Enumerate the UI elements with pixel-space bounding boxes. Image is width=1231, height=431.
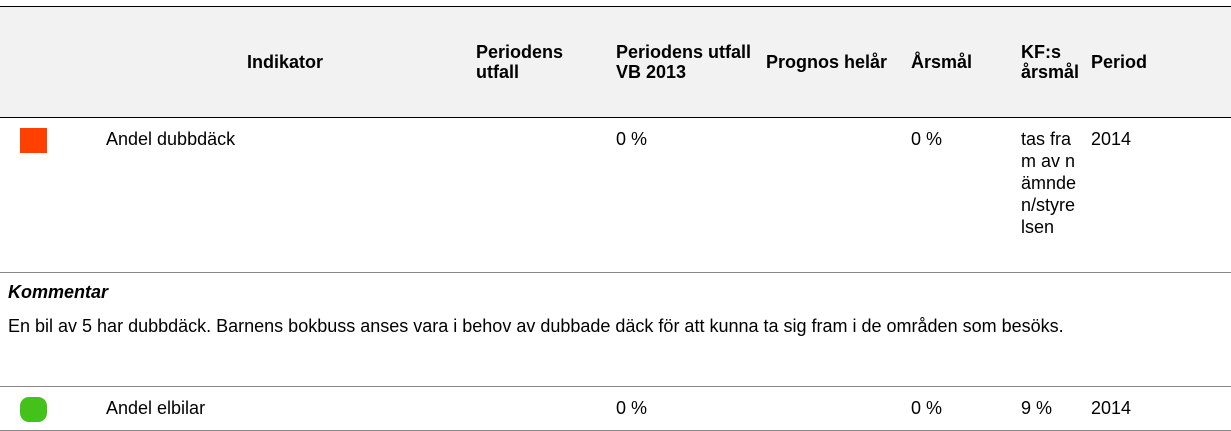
- header-row: Indikator Periodens utfall Periodens utf…: [0, 6, 1231, 118]
- header-cell: Årsmål: [905, 6, 1015, 118]
- cell: tas fram av nämnden/styrelsen: [1015, 117, 1085, 273]
- cell: 2014: [1085, 386, 1231, 431]
- comment-cell: Kommentar En bil av 5 har dubbdäck. Barn…: [0, 272, 1231, 387]
- status-cell: [0, 386, 100, 431]
- header-cell: Indikator: [100, 6, 470, 118]
- data-row: Andel dubbdäck 0 % 0 % tas fram av nämnd…: [0, 117, 1231, 273]
- header-cell: Periodens utfall: [470, 6, 610, 118]
- page: Indikator Periodens utfall Periodens utf…: [0, 6, 1231, 431]
- cell: [760, 386, 905, 431]
- status-icon: [20, 397, 47, 422]
- header-cell: Prognos helår: [760, 6, 905, 118]
- data-row: Andel elbilar 0 % 0 % 9 % 2014: [0, 386, 1231, 431]
- cell: Andel elbilar: [100, 386, 470, 431]
- cell: [760, 117, 905, 273]
- cell: 9 %: [1015, 386, 1085, 431]
- header-cell: KF:s årsmål: [1015, 6, 1085, 118]
- cell: [470, 117, 610, 273]
- cell: 0 %: [905, 117, 1015, 273]
- status-cell: [0, 117, 100, 273]
- comment-text: En bil av 5 har dubbdäck. Barnens bokbus…: [8, 316, 1064, 336]
- cell: [470, 386, 610, 431]
- cell: 0 %: [610, 117, 760, 273]
- header-cell: Period: [1085, 6, 1231, 118]
- comment-title: Kommentar: [8, 282, 109, 302]
- cell: 0 %: [610, 386, 760, 431]
- comment-row: Kommentar En bil av 5 har dubbdäck. Barn…: [0, 272, 1231, 387]
- cell: 2014: [1085, 117, 1231, 273]
- indicator-table: Indikator Periodens utfall Periodens utf…: [0, 6, 1231, 431]
- cell: 0 %: [905, 386, 1015, 431]
- header-cell: [0, 6, 100, 118]
- cell: Andel dubbdäck: [100, 117, 470, 273]
- status-icon: [20, 128, 47, 153]
- header-cell: Periodens utfall VB 2013: [610, 6, 760, 118]
